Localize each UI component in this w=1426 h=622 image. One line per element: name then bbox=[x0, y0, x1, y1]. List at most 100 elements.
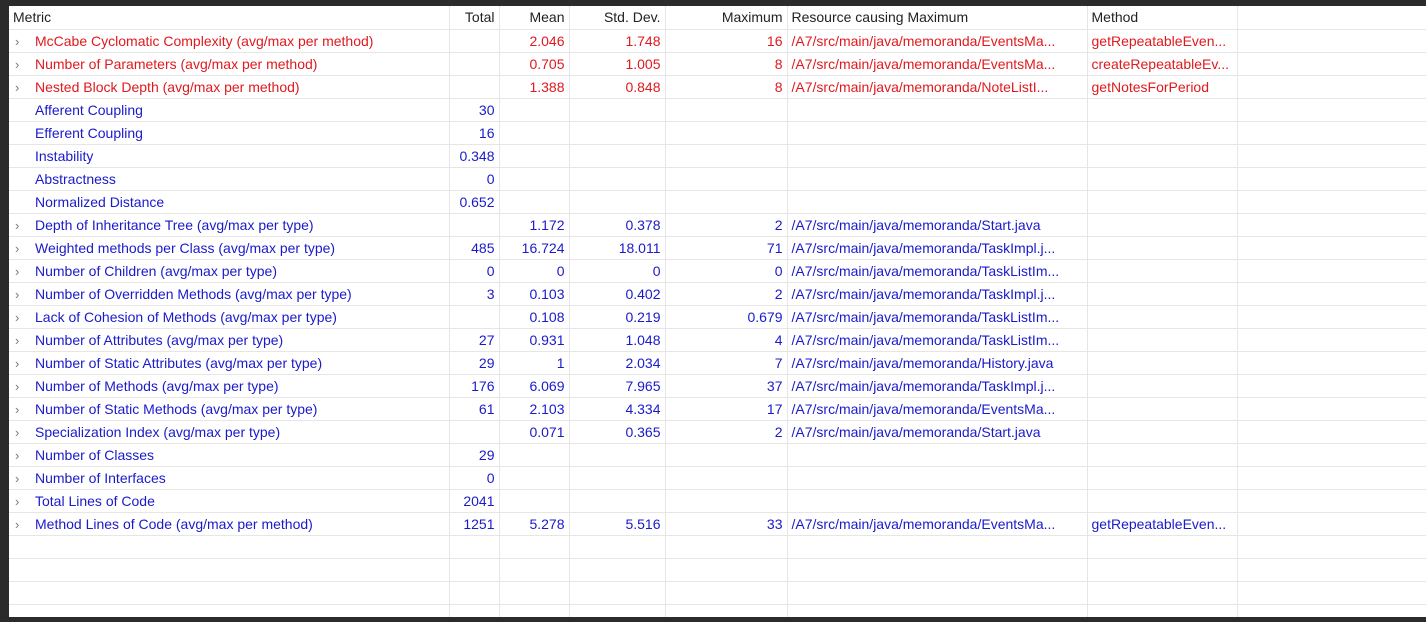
chevron-right-icon[interactable]: › bbox=[15, 493, 20, 509]
metric-cell[interactable]: › Number of Classes bbox=[9, 443, 450, 467]
table-row[interactable]: › Number of Parameters (avg/max per metho… bbox=[9, 52, 1426, 76]
cell-filler bbox=[1237, 259, 1426, 283]
cell-resource bbox=[787, 144, 1088, 168]
table-row[interactable]: › Number of Attributes (avg/max per type)… bbox=[9, 328, 1426, 352]
table-row[interactable]: › Number of Static Attributes (avg/max pe… bbox=[9, 351, 1426, 375]
table-row[interactable]: › Lack of Cohesion of Methods (avg/max pe… bbox=[9, 305, 1426, 329]
chevron-right-icon[interactable]: › bbox=[15, 217, 20, 233]
empty-cell bbox=[9, 604, 450, 617]
table-row[interactable]: › Number of Classes 29 bbox=[9, 443, 1426, 467]
chevron-right-icon[interactable]: › bbox=[15, 263, 20, 279]
metric-cell[interactable]: › Number of Static Attributes (avg/max pe… bbox=[9, 351, 450, 375]
metric-cell[interactable]: › Number of Children (avg/max per type) bbox=[9, 259, 450, 283]
metric-label: Lack of Cohesion of Methods (avg/max per… bbox=[35, 308, 337, 325]
metric-cell[interactable]: › Number of Attributes (avg/max per type) bbox=[9, 328, 450, 352]
cell-method bbox=[1087, 305, 1238, 329]
cell-std: 1.005 bbox=[569, 52, 666, 76]
cell-max: 8 bbox=[665, 75, 788, 99]
metric-cell[interactable]: › Number of Methods (avg/max per type) bbox=[9, 374, 450, 398]
cell-filler bbox=[1237, 144, 1426, 168]
cell-mean bbox=[499, 167, 570, 191]
table-row[interactable]: › McCabe Cyclomatic Complexity (avg/max p… bbox=[9, 29, 1426, 53]
table-row[interactable]: › Nested Block Depth (avg/max per method)… bbox=[9, 75, 1426, 99]
chevron-right-icon[interactable]: › bbox=[15, 516, 20, 532]
empty-cell bbox=[9, 558, 450, 582]
table-row[interactable]: › Number of Children (avg/max per type) 0 0… bbox=[9, 259, 1426, 283]
metric-cell[interactable]: › Number of Interfaces bbox=[9, 466, 450, 490]
empty-cell bbox=[1237, 535, 1426, 559]
cell-mean: 5.278 bbox=[499, 512, 570, 536]
table-row[interactable]: › Method Lines of Code (avg/max per metho… bbox=[9, 512, 1426, 536]
metric-cell[interactable]: ›Normalized Distance bbox=[9, 190, 450, 214]
header-metric[interactable]: Metric bbox=[9, 6, 450, 30]
cell-total: 0 bbox=[449, 167, 500, 191]
chevron-right-icon[interactable]: › bbox=[15, 447, 20, 463]
table-row[interactable]: › Depth of Inheritance Tree (avg/max per … bbox=[9, 213, 1426, 237]
empty-cell bbox=[9, 581, 450, 605]
chevron-right-icon[interactable]: › bbox=[15, 332, 20, 348]
header-mean[interactable]: Mean bbox=[499, 6, 570, 30]
metric-cell[interactable]: › Number of Overridden Methods (avg/max p… bbox=[9, 282, 450, 306]
table-row[interactable]: › Number of Interfaces 0 bbox=[9, 466, 1426, 490]
metric-cell[interactable]: › Method Lines of Code (avg/max per metho… bbox=[9, 512, 450, 536]
cell-filler bbox=[1237, 121, 1426, 145]
metric-cell[interactable]: › McCabe Cyclomatic Complexity (avg/max p… bbox=[9, 29, 450, 53]
table-row[interactable]: › Number of Methods (avg/max per type) 176… bbox=[9, 374, 1426, 398]
header-maximum[interactable]: Maximum bbox=[665, 6, 788, 30]
cell-resource bbox=[787, 121, 1088, 145]
cell-method bbox=[1087, 213, 1238, 237]
empty-cell bbox=[499, 604, 570, 617]
chevron-right-icon[interactable]: › bbox=[15, 470, 20, 486]
metric-cell[interactable]: ›Afferent Coupling bbox=[9, 98, 450, 122]
chevron-right-icon[interactable]: › bbox=[15, 56, 20, 72]
chevron-right-icon[interactable]: › bbox=[15, 424, 20, 440]
metric-cell[interactable]: › Depth of Inheritance Tree (avg/max per … bbox=[9, 213, 450, 237]
chevron-right-icon[interactable]: › bbox=[15, 401, 20, 417]
metric-cell[interactable]: › Total Lines of Code bbox=[9, 489, 450, 513]
cell-mean: 2.103 bbox=[499, 397, 570, 421]
chevron-right-icon[interactable]: › bbox=[15, 240, 20, 256]
cell-filler bbox=[1237, 443, 1426, 467]
cell-filler bbox=[1237, 190, 1426, 214]
header-std-dev[interactable]: Std. Dev. bbox=[569, 6, 666, 30]
metric-label: Number of Attributes (avg/max per type) bbox=[35, 331, 284, 348]
cell-std bbox=[569, 144, 666, 168]
metric-cell[interactable]: › Nested Block Depth (avg/max per method) bbox=[9, 75, 450, 99]
chevron-right-icon[interactable]: › bbox=[15, 79, 20, 95]
chevron-right-icon[interactable]: › bbox=[15, 286, 20, 302]
empty-cell bbox=[9, 535, 450, 559]
header-total[interactable]: Total bbox=[449, 6, 500, 30]
cell-resource bbox=[787, 167, 1088, 191]
cell-method bbox=[1087, 282, 1238, 306]
chevron-right-icon[interactable]: › bbox=[15, 355, 20, 371]
metric-cell[interactable]: ›Abstractness bbox=[9, 167, 450, 191]
metric-cell[interactable]: ›Instability bbox=[9, 144, 450, 168]
cell-mean: 1.388 bbox=[499, 75, 570, 99]
metric-cell[interactable]: › Specialization Index (avg/max per type) bbox=[9, 420, 450, 444]
table-row[interactable]: › Number of Static Methods (avg/max per t… bbox=[9, 397, 1426, 421]
chevron-right-icon[interactable]: › bbox=[15, 33, 20, 49]
cell-total: 0 bbox=[449, 466, 500, 490]
header-resource[interactable]: Resource causing Maximum bbox=[787, 6, 1088, 30]
cell-resource: /A7/src/main/java/memoranda/EventsMa... bbox=[787, 52, 1088, 76]
chevron-right-icon[interactable]: › bbox=[15, 378, 20, 394]
table-row[interactable]: › Specialization Index (avg/max per type)… bbox=[9, 420, 1426, 444]
metric-cell[interactable]: › Weighted methods per Class (avg/max per… bbox=[9, 236, 450, 260]
table-row[interactable]: › Number of Overridden Methods (avg/max p… bbox=[9, 282, 1426, 306]
cell-method bbox=[1087, 98, 1238, 122]
metric-cell[interactable]: › Number of Static Methods (avg/max per t… bbox=[9, 397, 450, 421]
metric-cell[interactable]: › Number of Parameters (avg/max per metho… bbox=[9, 52, 450, 76]
chevron-right-icon[interactable]: › bbox=[15, 309, 20, 325]
table-row[interactable]: › Total Lines of Code 2041 bbox=[9, 489, 1426, 513]
metric-cell[interactable]: › Lack of Cohesion of Methods (avg/max pe… bbox=[9, 305, 450, 329]
table-row[interactable]: › Weighted methods per Class (avg/max per… bbox=[9, 236, 1426, 260]
cell-mean: 2.046 bbox=[499, 29, 570, 53]
empty-cell bbox=[787, 581, 1088, 605]
header-method[interactable]: Method bbox=[1087, 6, 1238, 30]
metric-cell[interactable]: ›Efferent Coupling bbox=[9, 121, 450, 145]
